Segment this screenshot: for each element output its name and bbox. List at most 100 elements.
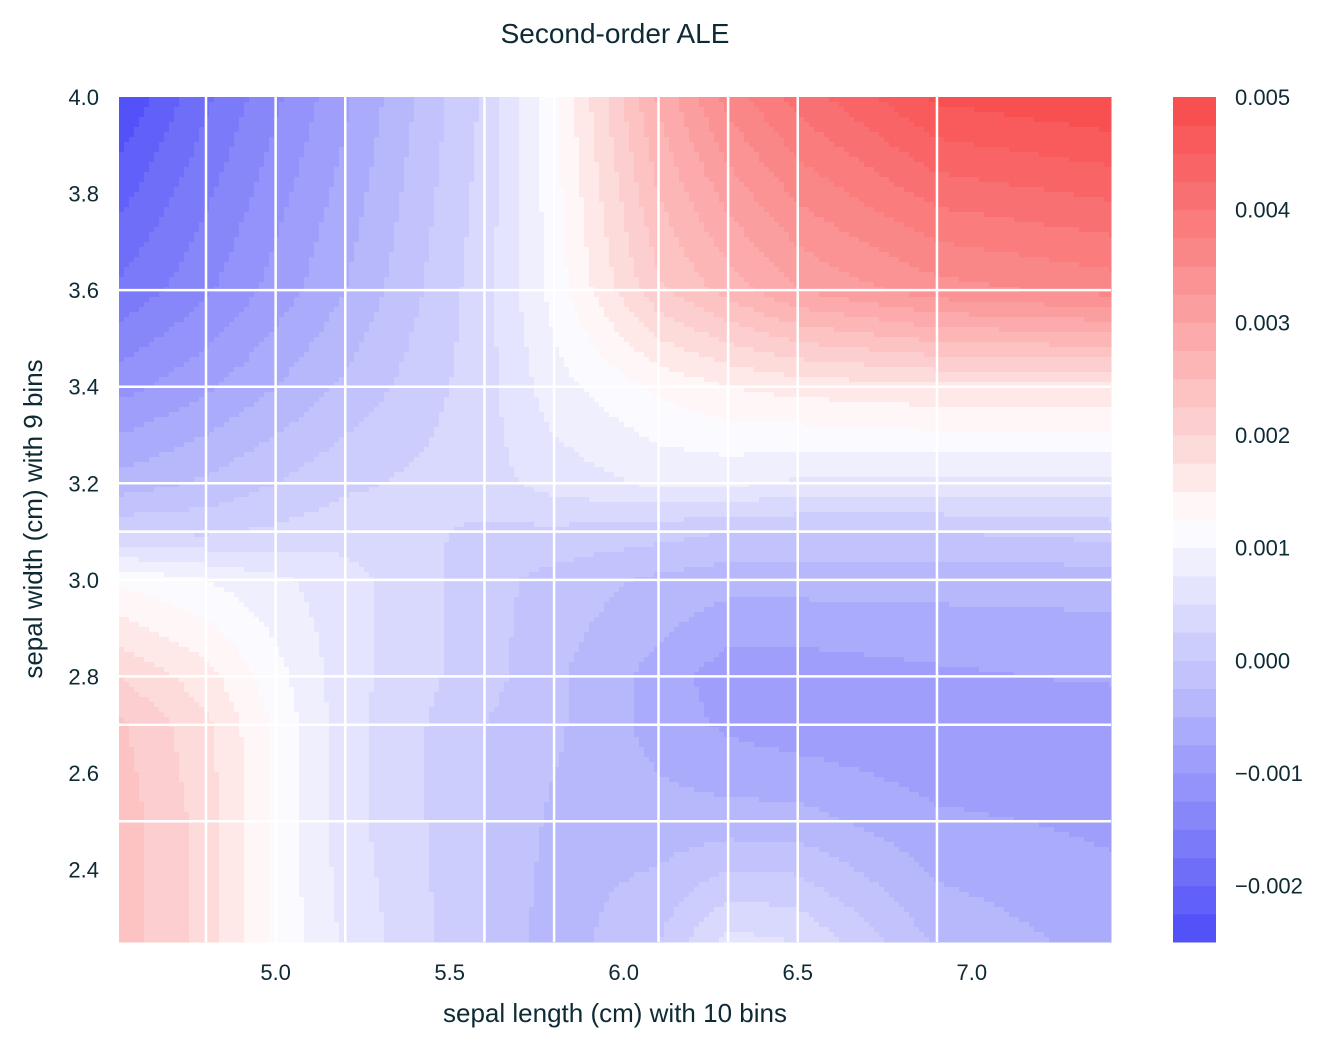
contour-cell [854,97,860,103]
contour-cell [249,112,255,118]
contour-cell [664,112,670,118]
contour-cell [859,97,865,103]
contour-cell [984,102,990,108]
contour-cell [159,107,165,113]
contour-cell [509,107,515,113]
contour-cell [734,107,740,113]
contour-cell [799,107,805,113]
contour-cell [349,117,355,123]
contour-cell [1109,107,1112,113]
contour-cell [209,102,215,108]
contour-cell [949,102,955,108]
contour-cell [589,112,595,118]
contour-cell [254,97,260,103]
contour-cell [429,107,435,113]
contour-cell [394,117,400,123]
contour-cell [844,97,850,103]
contour-cell [919,97,925,103]
contour-cell [864,107,870,113]
contour-cell [619,112,625,118]
contour-cell [564,102,570,108]
contour-cell [989,102,995,108]
contour-cell [379,107,385,113]
contour-cell [774,97,780,103]
contour-cell [184,117,190,123]
contour-cell [269,107,275,113]
contour-cell [1089,112,1095,118]
contour-cell [754,102,760,108]
contour-cell [709,97,715,103]
contour-cell [929,107,935,113]
contour-cell [534,112,540,118]
contour-cell [1004,102,1010,108]
contour-cell [789,107,795,113]
contour-cell [444,107,450,113]
contour-cell [529,107,535,113]
contour-cell [689,107,695,113]
contour-cell [174,112,180,118]
contour-cell [319,102,325,108]
contour-cell [669,102,675,108]
contour-cell [1099,107,1105,113]
contour-cell [814,97,820,103]
contour-cell [404,102,410,108]
contour-cell [659,102,665,108]
contour-cell [889,102,895,108]
contour-cell [424,117,430,123]
contour-cell [399,97,405,103]
contour-cell [859,107,865,113]
contour-cell [209,112,215,118]
contour-cell [369,117,375,123]
contour-cell [319,97,325,103]
contour-cell [1084,112,1090,118]
contour-cell [199,117,205,123]
contour-cell [589,102,595,108]
contour-cell [369,97,375,103]
contour-cell [1004,107,1010,113]
contour-cell [239,102,245,108]
contour-cell [719,112,725,118]
contour-cell [259,112,265,118]
contour-cell [309,112,315,118]
contour-cell [879,107,885,113]
contour-cell [264,97,270,103]
contour-cell [189,112,195,118]
contour-cell [374,97,380,103]
contour-cell [194,112,200,118]
contour-cell [569,97,575,103]
contour-cell [879,97,885,103]
contour-cell [684,107,690,113]
contour-cell [999,97,1005,103]
contour-cell [149,112,155,118]
contour-cell [784,112,790,118]
contour-cell [299,107,305,113]
contour-cell [249,97,255,103]
contour-cell [869,97,875,103]
contour-cell [749,97,755,103]
contour-cell [314,102,320,108]
contour-cell [319,107,325,113]
contour-cell [579,107,585,113]
contour-cell [639,97,645,103]
contour-cell [119,112,125,118]
contour-cell [1079,112,1085,118]
contour-cell [634,97,640,103]
contour-cell [1109,102,1112,108]
contour-cell [244,117,250,123]
contour-cell [769,107,775,113]
contour-cell [399,102,405,108]
contour-cell [614,102,620,108]
contour-cell [679,97,685,103]
contour-cell [909,107,915,113]
contour-cell [474,97,480,103]
contour-cell [764,102,770,108]
contour-cell [764,112,770,118]
contour-cell [1049,112,1055,118]
contour-cell [754,112,760,118]
contour-cell [959,112,965,118]
contour-cell [259,117,265,123]
contour-cell [139,102,145,108]
contour-cell [219,102,225,108]
contour-cell [884,97,890,103]
contour-cell [284,107,290,113]
